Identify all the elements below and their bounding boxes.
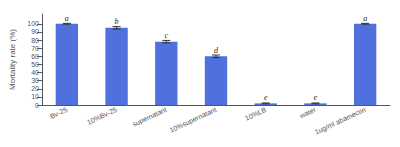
svg-text:0: 0: [35, 102, 39, 109]
svg-text:supernatant: supernatant: [131, 106, 168, 129]
svg-text:d: d: [214, 46, 219, 55]
svg-text:50: 50: [31, 61, 39, 68]
svg-text:90: 90: [31, 28, 39, 35]
svg-text:e: e: [264, 93, 268, 102]
svg-text:10: 10: [31, 93, 39, 100]
svg-text:Bv-25: Bv-25: [49, 106, 69, 120]
svg-text:10%LB: 10%LB: [244, 106, 268, 122]
svg-text:60: 60: [31, 53, 39, 60]
svg-text:20: 20: [31, 85, 39, 92]
svg-text:Mortality rate (%): Mortality rate (%): [8, 29, 17, 90]
svg-text:100: 100: [27, 20, 39, 27]
svg-text:10%supernatant: 10%supernatant: [168, 106, 218, 135]
svg-text:1ug/ml abamectin: 1ug/ml abamectin: [314, 106, 367, 137]
svg-text:80: 80: [31, 37, 39, 44]
svg-text:a: a: [363, 14, 367, 23]
svg-text:water: water: [298, 106, 318, 120]
svg-text:10%Bv-25: 10%Bv-25: [86, 106, 118, 126]
svg-text:e: e: [314, 93, 318, 102]
svg-text:40: 40: [31, 69, 39, 76]
svg-text:30: 30: [31, 77, 39, 84]
svg-text:b: b: [115, 17, 119, 26]
svg-text:70: 70: [31, 45, 39, 52]
svg-text:c: c: [165, 31, 169, 40]
svg-text:a: a: [65, 14, 69, 23]
